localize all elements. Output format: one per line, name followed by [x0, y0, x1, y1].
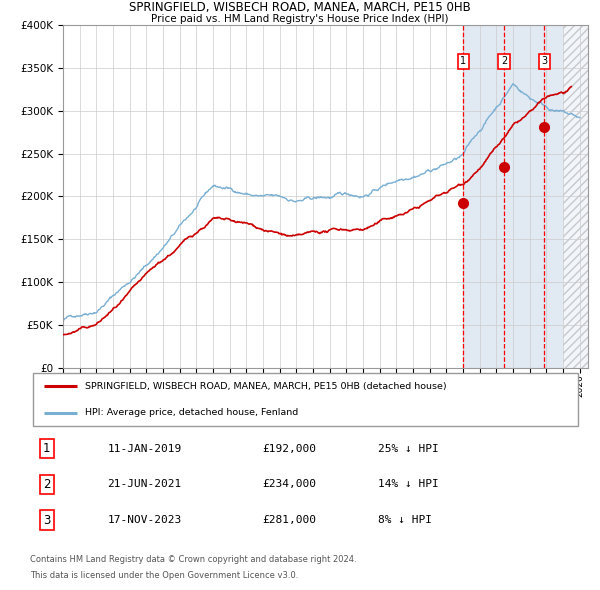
Text: 17-NOV-2023: 17-NOV-2023 — [107, 515, 182, 525]
Text: Price paid vs. HM Land Registry's House Price Index (HPI): Price paid vs. HM Land Registry's House … — [151, 15, 449, 24]
Text: £234,000: £234,000 — [262, 480, 316, 489]
Bar — [563, 25, 588, 368]
Text: 11-JAN-2019: 11-JAN-2019 — [107, 444, 182, 454]
Text: Contains HM Land Registry data © Crown copyright and database right 2024.: Contains HM Land Registry data © Crown c… — [30, 555, 356, 564]
Text: 3: 3 — [43, 514, 50, 527]
Text: £281,000: £281,000 — [262, 515, 316, 525]
Text: HPI: Average price, detached house, Fenland: HPI: Average price, detached house, Fenl… — [85, 408, 298, 417]
Text: This data is licensed under the Open Government Licence v3.0.: This data is licensed under the Open Gov… — [30, 571, 298, 581]
Text: 21-JUN-2021: 21-JUN-2021 — [107, 480, 182, 489]
Text: 1: 1 — [43, 442, 50, 455]
Text: 1: 1 — [460, 56, 467, 66]
Text: SPRINGFIELD, WISBECH ROAD, MANEA, MARCH, PE15 0HB (detached house): SPRINGFIELD, WISBECH ROAD, MANEA, MARCH,… — [85, 382, 447, 391]
Text: SPRINGFIELD, WISBECH ROAD, MANEA, MARCH, PE15 0HB: SPRINGFIELD, WISBECH ROAD, MANEA, MARCH,… — [129, 1, 471, 14]
Text: 25% ↓ HPI: 25% ↓ HPI — [378, 444, 439, 454]
Bar — [463, 25, 588, 368]
Text: 8% ↓ HPI: 8% ↓ HPI — [378, 515, 432, 525]
Text: 2: 2 — [43, 478, 50, 491]
FancyBboxPatch shape — [33, 373, 578, 426]
Text: £192,000: £192,000 — [262, 444, 316, 454]
Text: 14% ↓ HPI: 14% ↓ HPI — [378, 480, 439, 489]
Text: 2: 2 — [501, 56, 507, 66]
Text: 3: 3 — [541, 56, 547, 66]
